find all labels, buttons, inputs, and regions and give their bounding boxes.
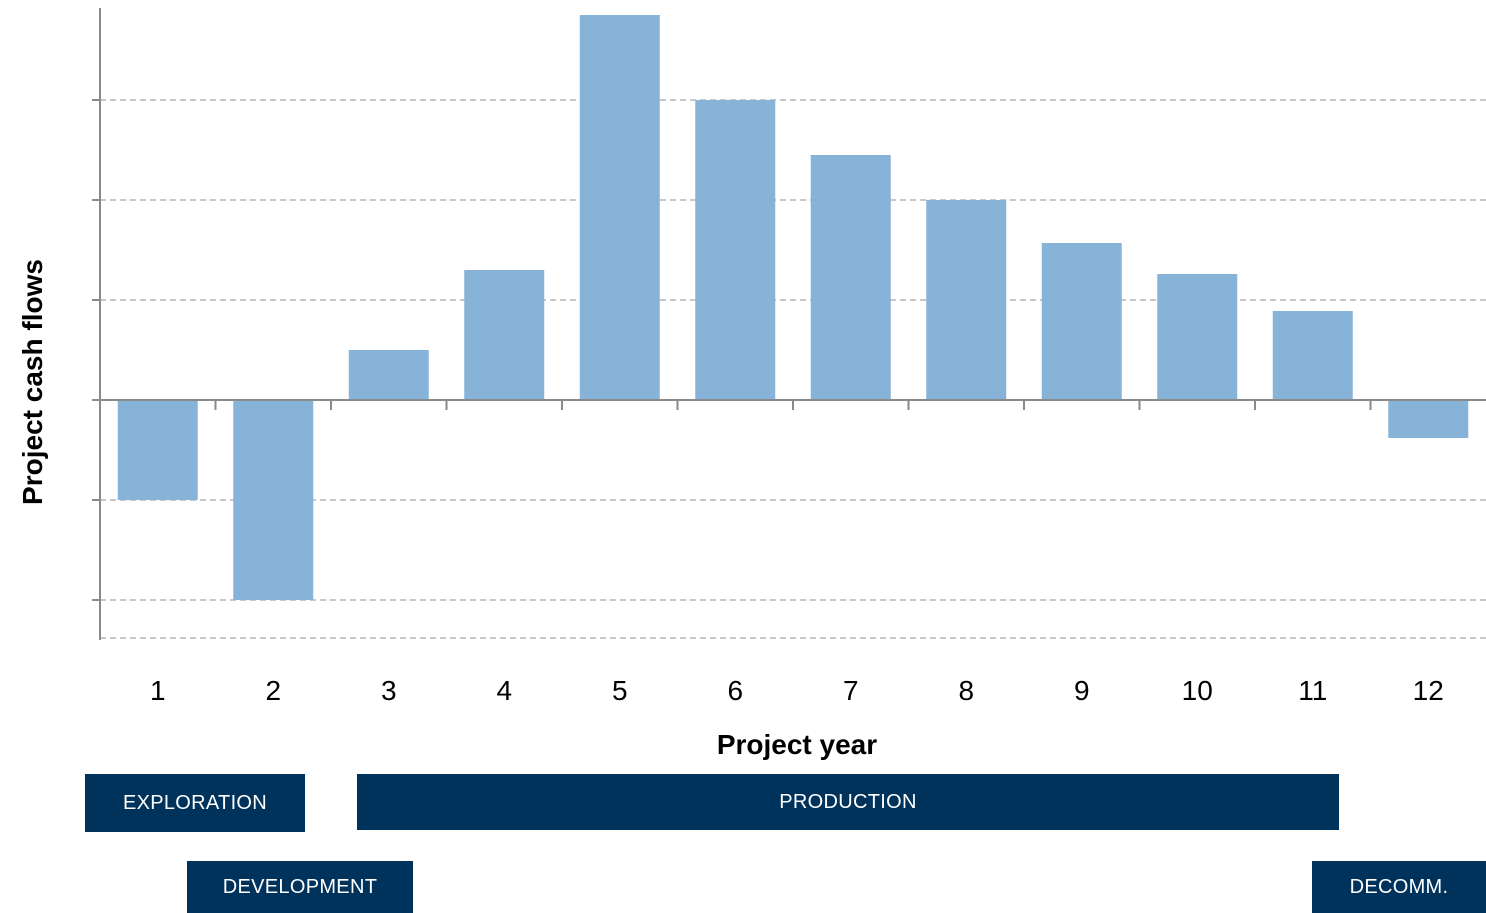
bar-year-11: [1272, 311, 1353, 400]
phase-decommissioning: DECOMM.: [1312, 861, 1486, 913]
gridlines: [100, 99, 1486, 639]
bar-year-4: [464, 270, 545, 400]
x-tick-label: 7: [843, 675, 859, 706]
x-tick-label: 2: [265, 675, 281, 706]
bar-year-5: [579, 15, 660, 400]
x-tick-label: 5: [612, 675, 628, 706]
x-axis-ticks: [214, 400, 1372, 410]
phase-development: DEVELOPMENT: [187, 861, 413, 913]
phase-production: PRODUCTION: [357, 774, 1339, 830]
bar-year-10: [1157, 274, 1238, 400]
x-tick-label: 8: [958, 675, 974, 706]
x-tick-labels: 1 2 3 4 5 6 7 8 9 10 11 12: [150, 675, 1444, 706]
bar-year-2: [233, 400, 314, 600]
x-tick-label: 6: [727, 675, 743, 706]
y-axis-ticks: [92, 99, 100, 601]
x-axis-title: Project year: [717, 729, 877, 760]
x-tick-label: 12: [1413, 675, 1444, 706]
phase-exploration: EXPLORATION: [85, 774, 305, 832]
bars: [117, 15, 1469, 600]
x-tick-label: 4: [496, 675, 512, 706]
x-tick-label: 9: [1074, 675, 1090, 706]
bar-year-6: [695, 100, 776, 400]
x-tick-label: 11: [1298, 675, 1327, 706]
x-tick-label: 3: [381, 675, 397, 706]
bar-year-9: [1041, 243, 1122, 400]
x-tick-label: 1: [150, 675, 166, 706]
bar-year-3: [348, 350, 429, 400]
bar-year-8: [926, 200, 1007, 400]
bar-year-7: [810, 155, 891, 400]
y-axis-title: Project cash flows: [17, 259, 48, 505]
bar-year-1: [117, 400, 198, 500]
bar-year-12: [1388, 400, 1469, 438]
x-tick-label: 10: [1182, 675, 1213, 706]
